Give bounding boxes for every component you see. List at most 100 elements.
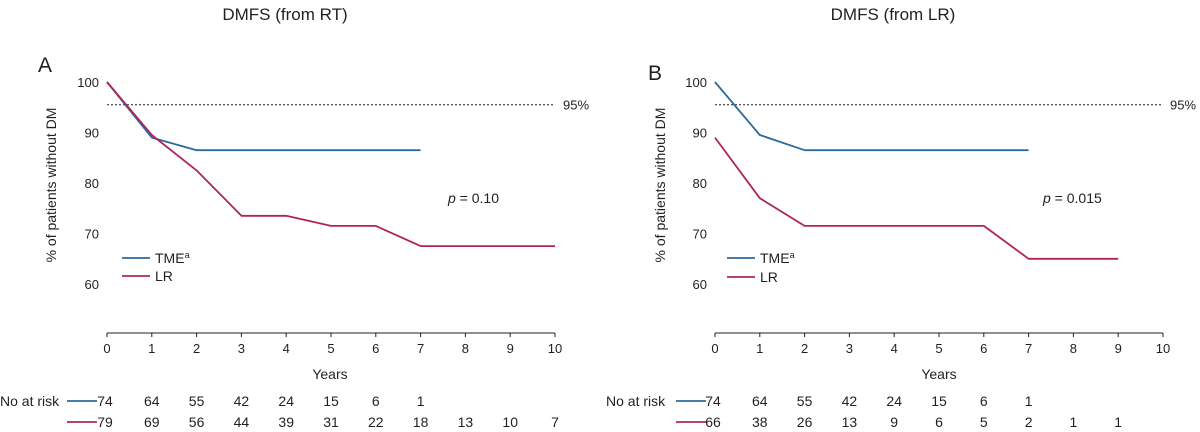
at-risk-value: 22 xyxy=(368,414,384,427)
at-risk-value: 13 xyxy=(842,414,858,427)
at-risk-value: 42 xyxy=(842,393,858,409)
at-risk-value: 18 xyxy=(413,414,429,427)
at-risk-value: 1 xyxy=(1070,414,1078,427)
legend-superscript: a xyxy=(790,250,795,260)
chart-title: DMFS (from LR) xyxy=(831,5,956,24)
at-risk-value: 1 xyxy=(1114,414,1122,427)
x-tick-label: 9 xyxy=(507,341,514,356)
at-risk-value: 6 xyxy=(372,393,380,409)
legend-label-tme: TMEa xyxy=(155,250,190,266)
x-tick-label: 8 xyxy=(462,341,469,356)
at-risk-value: 74 xyxy=(97,393,113,409)
y-tick-label: 100 xyxy=(685,75,707,90)
reference-line-label: 95% xyxy=(1170,98,1196,113)
p-value: p = 0.10 xyxy=(447,190,499,206)
series-line-tme xyxy=(106,81,421,152)
x-tick-label: 6 xyxy=(980,341,987,356)
at-risk-value: 10 xyxy=(502,414,518,427)
at-risk-value: 2 xyxy=(1025,414,1033,427)
y-tick-label: 60 xyxy=(85,277,99,292)
at-risk-value: 42 xyxy=(234,393,250,409)
x-tick-label: 4 xyxy=(891,341,898,356)
y-tick-label: 70 xyxy=(693,227,707,242)
at-risk-value: 7 xyxy=(551,414,559,427)
at-risk-value: 15 xyxy=(323,393,339,409)
at-risk-value: 31 xyxy=(323,414,339,427)
at-risk-value: 1 xyxy=(1025,393,1033,409)
x-tick-label: 6 xyxy=(372,341,379,356)
legend-label-lr: LR xyxy=(760,269,778,285)
x-tick-label: 4 xyxy=(283,341,290,356)
x-tick-label: 1 xyxy=(148,341,155,356)
at-risk-value: 24 xyxy=(278,393,294,409)
at-risk-value: 55 xyxy=(797,393,813,409)
x-tick-label: 2 xyxy=(801,341,808,356)
p-value-symbol: p xyxy=(447,190,456,206)
y-axis-label: % of patients without DM xyxy=(43,108,59,263)
at-risk-value: 15 xyxy=(931,393,947,409)
x-tick-label: 5 xyxy=(327,341,334,356)
chart-title: DMFS (from RT) xyxy=(222,5,347,24)
p-value-number: = 0.015 xyxy=(1051,190,1102,206)
series-line-tme xyxy=(714,81,1029,152)
x-tick-label: 10 xyxy=(548,341,562,356)
at-risk-value: 64 xyxy=(752,393,768,409)
at-risk-label: No at risk xyxy=(606,393,666,409)
at-risk-value: 38 xyxy=(752,414,768,427)
y-tick-label: 60 xyxy=(693,277,707,292)
at-risk-value: 9 xyxy=(890,414,898,427)
series-line-lr xyxy=(106,81,555,248)
series-line-lr xyxy=(714,137,1119,260)
x-tick-label: 7 xyxy=(417,341,424,356)
panel-a: DMFS (from RT) A % of patients without DM 1… xyxy=(0,5,589,430)
legend-label-lr: LR xyxy=(155,268,173,284)
x-tick-label: 8 xyxy=(1070,341,1077,356)
at-risk-label: No at risk xyxy=(0,393,60,409)
reference-line-label: 95% xyxy=(563,98,589,113)
x-axis-label: Years xyxy=(921,366,956,382)
at-risk-value: 5 xyxy=(980,414,988,427)
p-value: p = 0.015 xyxy=(1042,190,1102,206)
at-risk-value: 39 xyxy=(278,414,294,427)
y-tick-label: 80 xyxy=(693,176,707,191)
legend-label-tme: TMEa xyxy=(760,250,795,266)
y-tick-label: 90 xyxy=(693,126,707,141)
y-tick-label: 100 xyxy=(77,75,99,90)
at-risk-value: 56 xyxy=(189,414,205,427)
at-risk-value: 6 xyxy=(980,393,988,409)
panel-label: B xyxy=(648,62,662,85)
p-value-number: = 0.10 xyxy=(456,190,499,206)
p-value-symbol: p xyxy=(1042,190,1051,206)
x-tick-label: 0 xyxy=(103,341,110,356)
at-risk-value: 79 xyxy=(97,414,113,427)
at-risk-value: 66 xyxy=(705,414,721,427)
y-tick-label: 90 xyxy=(85,126,99,141)
at-risk-value: 44 xyxy=(234,414,250,427)
x-tick-label: 3 xyxy=(238,341,245,356)
x-tick-label: 1 xyxy=(756,341,763,356)
x-tick-label: 2 xyxy=(193,341,200,356)
at-risk-value: 64 xyxy=(144,393,160,409)
x-tick-label: 5 xyxy=(935,341,942,356)
at-risk-value: 6 xyxy=(935,414,943,427)
at-risk-value: 69 xyxy=(144,414,160,427)
at-risk-value: 13 xyxy=(458,414,474,427)
x-tick-label: 9 xyxy=(1115,341,1122,356)
x-tick-label: 0 xyxy=(711,341,718,356)
at-risk-value: 26 xyxy=(797,414,813,427)
y-tick-label: 80 xyxy=(85,176,99,191)
at-risk-value: 74 xyxy=(705,393,721,409)
panel-b: DMFS (from LR) B % of patients without DM 1… xyxy=(606,5,1196,430)
at-risk-value: 55 xyxy=(189,393,205,409)
x-tick-label: 3 xyxy=(846,341,853,356)
legend-superscript: a xyxy=(185,250,190,260)
y-tick-label: 70 xyxy=(85,227,99,242)
x-tick-label: 10 xyxy=(1156,341,1170,356)
x-tick-label: 7 xyxy=(1025,341,1032,356)
x-axis-label: Years xyxy=(312,366,347,382)
at-risk-value: 24 xyxy=(886,393,902,409)
panel-label: A xyxy=(38,54,52,77)
at-risk-value: 1 xyxy=(417,393,425,409)
y-axis-label: % of patients without DM xyxy=(652,108,668,263)
